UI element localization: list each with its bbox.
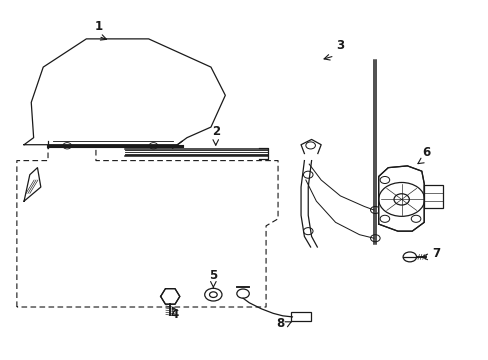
Text: 1: 1 [94, 20, 102, 33]
FancyBboxPatch shape [424, 185, 443, 208]
Text: 8: 8 [276, 317, 284, 330]
Text: 2: 2 [211, 125, 220, 138]
Polygon shape [160, 289, 180, 304]
FancyBboxPatch shape [291, 312, 310, 321]
Text: 6: 6 [422, 147, 430, 159]
Text: 5: 5 [209, 270, 217, 283]
Text: 7: 7 [431, 247, 439, 260]
Polygon shape [378, 166, 424, 231]
Text: 4: 4 [170, 307, 179, 321]
Text: 3: 3 [336, 40, 344, 53]
